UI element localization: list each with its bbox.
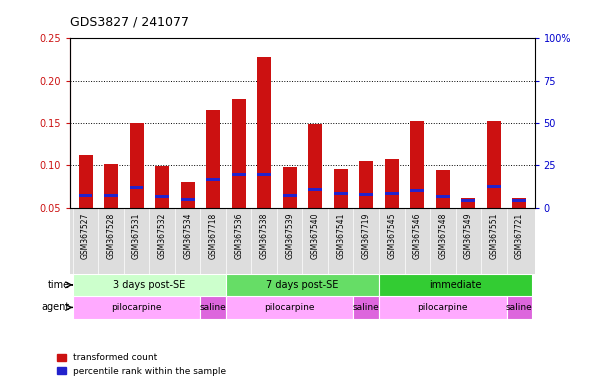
- Text: saline: saline: [506, 303, 533, 312]
- Bar: [283, 167, 297, 208]
- Bar: [512, 197, 526, 208]
- Text: GSM367539: GSM367539: [285, 213, 294, 260]
- Bar: [130, 186, 144, 189]
- Text: GSM367546: GSM367546: [413, 213, 422, 260]
- Text: GSM367532: GSM367532: [158, 213, 167, 259]
- Text: pilocarpine: pilocarpine: [265, 303, 315, 312]
- Bar: [411, 189, 424, 192]
- Text: saline: saline: [353, 303, 379, 312]
- Legend: transformed count, percentile rank within the sample: transformed count, percentile rank withi…: [53, 350, 230, 379]
- Bar: [207, 178, 220, 181]
- Bar: [461, 197, 475, 208]
- Text: GSM367527: GSM367527: [81, 213, 90, 259]
- Text: agent: agent: [42, 303, 70, 313]
- Bar: [410, 121, 424, 208]
- Bar: [385, 192, 398, 195]
- Bar: [130, 123, 144, 208]
- Bar: [104, 164, 118, 208]
- Bar: [104, 194, 118, 197]
- Text: GSM367718: GSM367718: [208, 213, 218, 259]
- Text: GSM367549: GSM367549: [464, 213, 473, 260]
- Text: GSM367548: GSM367548: [438, 213, 447, 259]
- Bar: [155, 166, 169, 208]
- Text: GSM367541: GSM367541: [336, 213, 345, 259]
- Text: pilocarpine: pilocarpine: [111, 303, 162, 312]
- Bar: [359, 193, 373, 196]
- Bar: [226, 273, 379, 296]
- Text: GSM367721: GSM367721: [515, 213, 524, 259]
- Bar: [487, 121, 501, 208]
- Text: GSM367534: GSM367534: [183, 213, 192, 260]
- Bar: [73, 296, 200, 319]
- Bar: [181, 182, 195, 208]
- Bar: [79, 155, 93, 208]
- Bar: [309, 188, 322, 190]
- Text: GSM367528: GSM367528: [106, 213, 115, 259]
- Bar: [200, 296, 226, 319]
- Text: 3 days post-SE: 3 days post-SE: [113, 280, 186, 290]
- Bar: [379, 296, 507, 319]
- Text: GSM367551: GSM367551: [489, 213, 499, 259]
- Text: GSM367536: GSM367536: [234, 213, 243, 260]
- Bar: [379, 273, 532, 296]
- Text: time: time: [48, 280, 70, 290]
- Bar: [461, 199, 475, 202]
- Text: GSM367538: GSM367538: [260, 213, 269, 259]
- Text: 7 days post-SE: 7 days post-SE: [266, 280, 338, 290]
- Bar: [513, 199, 526, 202]
- Bar: [436, 170, 450, 208]
- Text: GSM367531: GSM367531: [132, 213, 141, 259]
- Text: GSM367540: GSM367540: [311, 213, 320, 260]
- Bar: [385, 159, 399, 208]
- Bar: [232, 99, 246, 208]
- Bar: [206, 110, 220, 208]
- Bar: [73, 273, 226, 296]
- Bar: [181, 198, 194, 201]
- Bar: [334, 169, 348, 208]
- Text: GDS3827 / 241077: GDS3827 / 241077: [70, 16, 189, 29]
- Bar: [359, 161, 373, 208]
- Bar: [507, 296, 532, 319]
- Bar: [232, 173, 246, 176]
- Bar: [226, 296, 354, 319]
- Bar: [487, 185, 500, 188]
- Text: immediate: immediate: [430, 280, 482, 290]
- Bar: [257, 57, 271, 208]
- Bar: [155, 195, 169, 198]
- Text: GSM367545: GSM367545: [387, 213, 397, 260]
- Text: GSM367719: GSM367719: [362, 213, 371, 259]
- Bar: [257, 173, 271, 176]
- Bar: [283, 194, 296, 197]
- Bar: [354, 296, 379, 319]
- Bar: [308, 124, 322, 208]
- Bar: [79, 194, 92, 197]
- Text: saline: saline: [200, 303, 227, 312]
- Bar: [436, 195, 450, 198]
- Text: pilocarpine: pilocarpine: [417, 303, 468, 312]
- Bar: [334, 192, 348, 195]
